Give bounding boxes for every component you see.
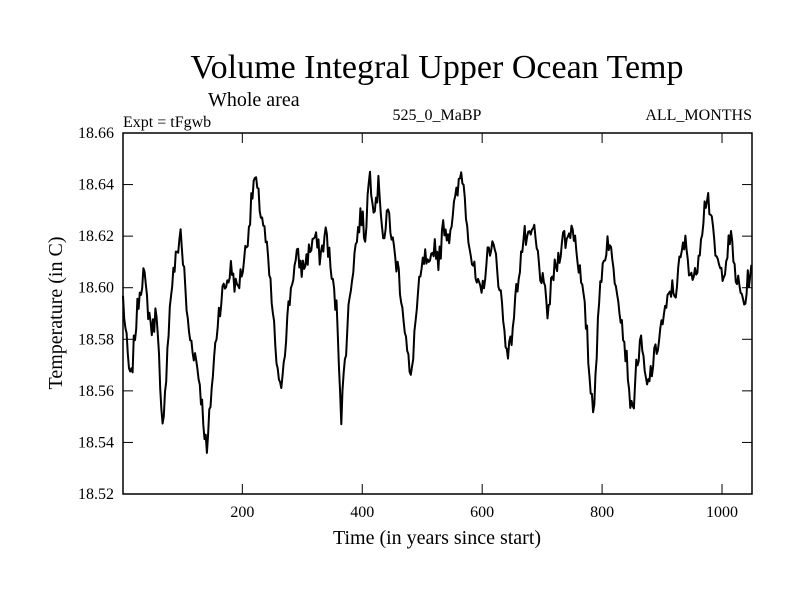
- x-axis-ticks: 200 400 600 800 1000: [230, 133, 738, 521]
- x-tick-label: 800: [590, 504, 614, 521]
- run-id-label: 525_0_MaBP: [393, 107, 482, 124]
- experiment-label: Expt = tFgwb: [123, 114, 211, 131]
- x-tick-label: 600: [470, 504, 494, 521]
- y-tick-label: 18.62: [78, 228, 114, 245]
- y-tick-label: 18.66: [78, 125, 114, 142]
- y-tick-label: 18.58: [78, 331, 114, 348]
- y-tick-label: 18.64: [78, 177, 114, 194]
- temperature-series-line: [122, 170, 753, 454]
- y-tick-label: 18.52: [78, 486, 114, 503]
- x-axis-label: Time (in years since start): [333, 527, 541, 549]
- x-tick-label: 400: [350, 504, 374, 521]
- y-tick-label: 18.60: [78, 280, 114, 297]
- y-axis-ticks: 18.52 18.54 18.56 18.58 18.60 18.62 18.64 18.66: [78, 125, 752, 503]
- y-tick-label: 18.56: [78, 383, 114, 400]
- plot-frame: [122, 132, 753, 495]
- months-label: ALL_MONTHS: [645, 107, 752, 124]
- chart-title: Volume Integral Upper Ocean Temp: [191, 49, 684, 86]
- x-tick-label: 1000: [706, 504, 738, 521]
- y-tick-label: 18.54: [78, 434, 114, 451]
- y-axis-label: Temperature (in C): [45, 237, 67, 390]
- chart-subtitle: Whole area: [208, 89, 300, 111]
- x-tick-label: 200: [230, 504, 254, 521]
